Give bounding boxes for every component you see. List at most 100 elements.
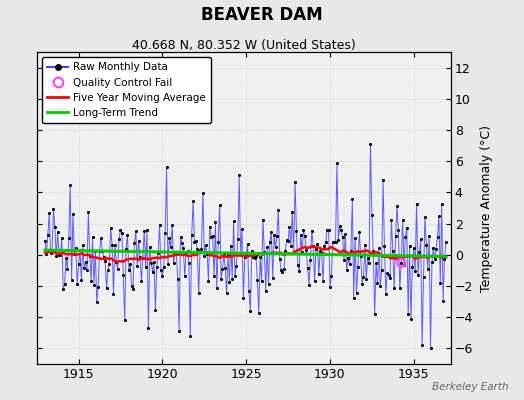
Point (398, 217, 407, 224)
Point (272, 233, 281, 239)
Point (387, 217, 396, 224)
Point (440, 256, 449, 262)
Point (194, 290, 203, 296)
Point (284, 238, 292, 244)
Point (98, 248, 106, 254)
Point (267, 229, 276, 236)
Point (126, 261, 135, 267)
Point (112, 259, 121, 265)
Point (252, 253, 260, 259)
Point (80, 265, 89, 272)
Point (361, 242, 369, 248)
Point (68, 277, 76, 283)
Point (133, 262, 141, 269)
Point (91, 248, 100, 254)
Point (139, 255, 147, 261)
Point (167, 244, 175, 250)
Point (408, 264, 417, 270)
Point (101, 258, 110, 264)
Point (121, 317, 129, 324)
Point (334, 236, 343, 243)
Text: BEAVER DAM: BEAVER DAM (201, 6, 323, 24)
Point (394, 227, 402, 234)
Point (383, 270, 391, 276)
Point (222, 290, 231, 296)
Point (186, 333, 194, 339)
Point (298, 248, 306, 255)
Point (365, 260, 373, 266)
Point (288, 208, 297, 215)
Point (354, 264, 362, 270)
Point (66, 182, 74, 188)
Point (193, 246, 202, 253)
Point (276, 256, 284, 262)
Point (369, 248, 377, 255)
Legend: Raw Monthly Data, Quality Control Fail, Five Year Moving Average, Long-Term Tren: Raw Monthly Data, Quality Control Fail, … (42, 57, 211, 123)
Point (199, 190, 207, 196)
Point (62, 254, 70, 261)
Point (303, 265, 312, 272)
Point (156, 222, 164, 228)
Point (179, 245, 188, 252)
Point (314, 271, 323, 278)
Point (181, 273, 189, 279)
Point (49, 206, 58, 212)
Point (391, 233, 400, 239)
Point (129, 286, 137, 293)
Point (280, 266, 288, 272)
Point (389, 248, 397, 254)
Point (385, 272, 393, 278)
Point (368, 212, 376, 219)
Point (97, 235, 105, 241)
Point (287, 243, 295, 249)
Point (60, 281, 69, 288)
Point (100, 254, 108, 260)
Point (292, 228, 301, 234)
Point (125, 266, 133, 273)
Point (76, 246, 84, 253)
Point (306, 257, 314, 264)
Point (236, 251, 245, 257)
Point (83, 266, 91, 273)
Point (326, 284, 334, 290)
Point (204, 278, 213, 284)
Point (140, 227, 148, 234)
Point (235, 172, 243, 178)
Point (362, 276, 370, 282)
Point (164, 261, 172, 267)
Point (364, 255, 372, 261)
Point (376, 283, 385, 290)
Point (299, 227, 308, 233)
Point (370, 311, 379, 318)
Point (114, 266, 122, 272)
Point (255, 309, 263, 316)
Point (330, 239, 339, 245)
Title: 40.668 N, 80.352 W (United States): 40.668 N, 80.352 W (United States) (132, 39, 356, 52)
Point (323, 226, 331, 233)
Point (110, 291, 118, 297)
Point (433, 233, 442, 240)
Point (175, 328, 183, 334)
Point (224, 252, 232, 258)
Point (141, 264, 150, 271)
Point (48, 249, 56, 256)
Point (340, 256, 348, 263)
Point (59, 286, 68, 292)
Point (282, 237, 291, 243)
Point (221, 265, 230, 271)
Point (210, 273, 218, 280)
Point (173, 275, 182, 282)
Point (239, 295, 247, 301)
Point (260, 249, 268, 255)
Point (278, 268, 287, 275)
Point (185, 259, 193, 266)
Point (396, 285, 404, 292)
Point (104, 267, 112, 273)
Point (52, 252, 60, 259)
Point (196, 247, 204, 253)
Point (144, 324, 152, 331)
Point (188, 232, 196, 238)
Point (350, 294, 358, 301)
Point (397, 260, 406, 266)
Point (230, 218, 238, 224)
